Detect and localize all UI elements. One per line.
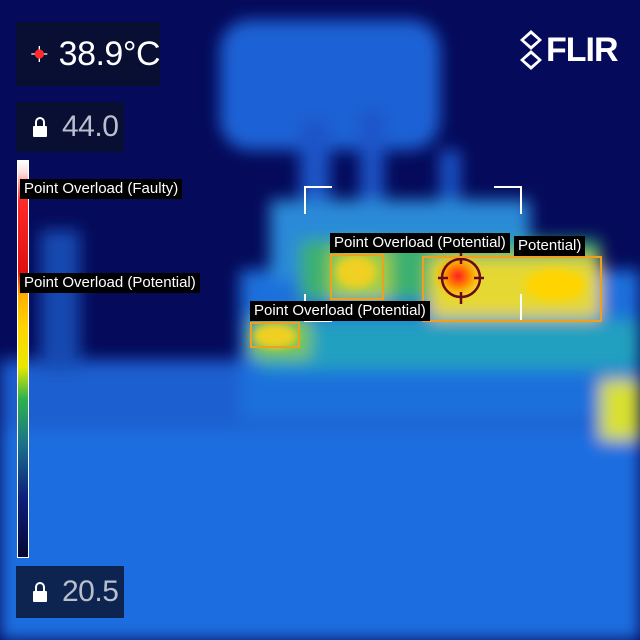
spot-temperature-value: 38.9°C [58,34,161,73]
colorbar-label-potential: Point Overload (Potential) [20,273,200,293]
frame-corner [494,186,522,214]
brand-name: FLIR [546,30,619,69]
detection-label: Potential) [514,236,586,256]
temperature-color-bar [17,160,29,558]
detection-label: Point Overload (Potential) [330,233,510,253]
hotspot-crosshair-icon [438,252,484,304]
lock-icon [33,582,47,602]
scale-max-lock[interactable]: 44.0 [16,102,124,152]
scale-max-value: 44.0 [62,110,119,143]
frame-corner [304,186,332,214]
lock-icon [33,117,47,137]
colorbar-label-faulty: Point Overload (Faulty) [20,179,183,199]
spot-temperature-readout: 38.9°C [16,22,161,86]
detection-box[interactable] [422,256,602,322]
crosshair-spot-icon [31,45,48,63]
detection-box[interactable] [330,254,384,300]
scale-min-lock[interactable]: 20.5 [16,566,124,618]
detection-box[interactable] [250,322,300,348]
detection-label: Point Overload (Potential) [250,301,430,321]
flir-logo-icon [520,30,542,70]
flir-logo: FLIR [520,30,619,70]
scale-min-value: 20.5 [62,575,119,608]
